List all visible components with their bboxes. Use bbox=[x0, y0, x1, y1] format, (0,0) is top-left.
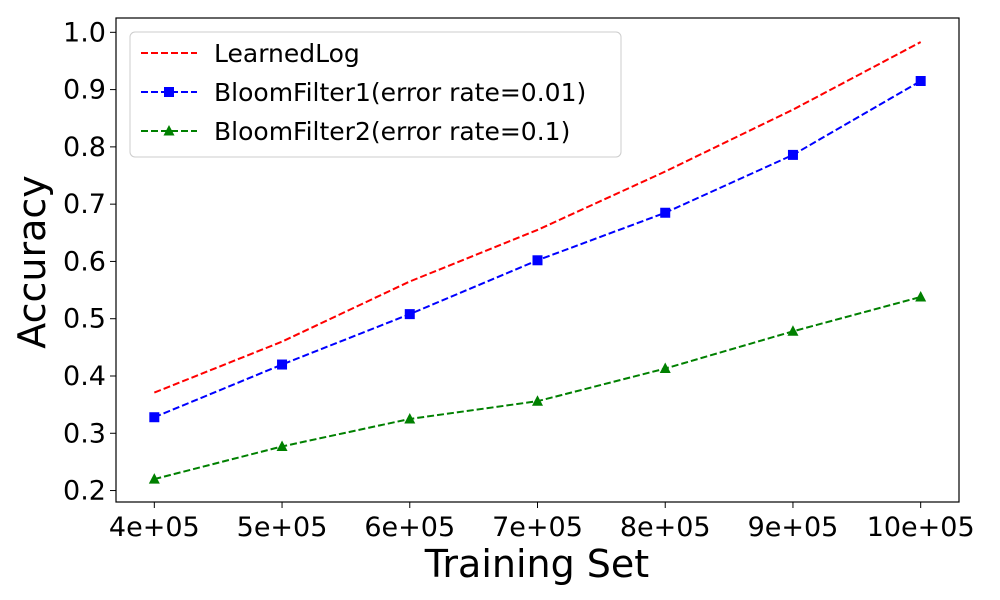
x-tick-label: 5e+05 bbox=[237, 512, 328, 543]
data-point bbox=[404, 309, 415, 320]
data-point bbox=[659, 362, 671, 374]
data-point bbox=[532, 255, 543, 266]
x-tick-label: 6e+05 bbox=[364, 512, 455, 543]
legend-swatch-marker bbox=[163, 125, 175, 136]
y-tick-label: 0.7 bbox=[63, 189, 106, 220]
data-point bbox=[915, 290, 927, 302]
x-tick-label: 7e+05 bbox=[492, 512, 583, 543]
series-2 bbox=[149, 76, 926, 423]
legend-swatch-marker bbox=[164, 87, 174, 97]
y-tick-label: 0.6 bbox=[63, 246, 106, 277]
data-point bbox=[787, 149, 798, 160]
y-tick-label: 1.0 bbox=[63, 17, 106, 48]
data-point bbox=[277, 359, 288, 370]
series-1 bbox=[153, 41, 922, 394]
data-point bbox=[532, 395, 543, 406]
y-axis-title: Accuracy bbox=[10, 175, 54, 349]
x-tick-label: 10e+05 bbox=[867, 512, 975, 543]
data-point bbox=[276, 440, 288, 451]
x-tick-label: 9e+05 bbox=[748, 512, 839, 543]
data-point bbox=[149, 412, 160, 423]
y-tick-label: 0.4 bbox=[63, 361, 106, 392]
legend-label: BloomFilter2(error rate=0.1) bbox=[214, 117, 570, 146]
y-tick-label: 0.3 bbox=[63, 418, 106, 449]
x-tick-label: 4e+05 bbox=[109, 512, 200, 543]
y-tick-label: 0.5 bbox=[63, 304, 106, 335]
data-point bbox=[148, 473, 160, 484]
data-point bbox=[787, 325, 799, 336]
y-axis: 0.2 0.3 0.4 0.5 0.6 0.7 0.8 0.9 1.0 bbox=[63, 17, 116, 507]
series-line bbox=[153, 41, 922, 394]
data-point bbox=[915, 76, 926, 87]
data-point bbox=[660, 207, 671, 218]
y-tick-label: 0.9 bbox=[63, 75, 106, 106]
series-3 bbox=[148, 290, 927, 484]
x-axis-title: Training Set bbox=[424, 542, 649, 586]
y-tick-label: 0.8 bbox=[63, 132, 106, 163]
legend-label: BloomFilter1(error rate=0.01) bbox=[214, 78, 586, 107]
legend-entry: LearnedLog bbox=[141, 39, 360, 68]
y-tick-label: 0.2 bbox=[63, 476, 106, 507]
legend-entry: BloomFilter1(error rate=0.01) bbox=[141, 78, 586, 107]
legend-box bbox=[129, 31, 622, 158]
legend-entry: BloomFilter2(error rate=0.1) bbox=[141, 117, 570, 146]
legend-label: LearnedLog bbox=[214, 39, 360, 68]
data-point bbox=[404, 412, 416, 424]
x-tick-label: 8e+05 bbox=[620, 512, 711, 543]
x-axis: 4e+05 5e+05 6e+05 7e+05 8e+05 9e+05 10e+05 bbox=[109, 502, 975, 543]
legend: LearnedLog BloomFilter1(error rate=0.01) B… bbox=[129, 31, 622, 158]
series-layer bbox=[148, 41, 927, 484]
